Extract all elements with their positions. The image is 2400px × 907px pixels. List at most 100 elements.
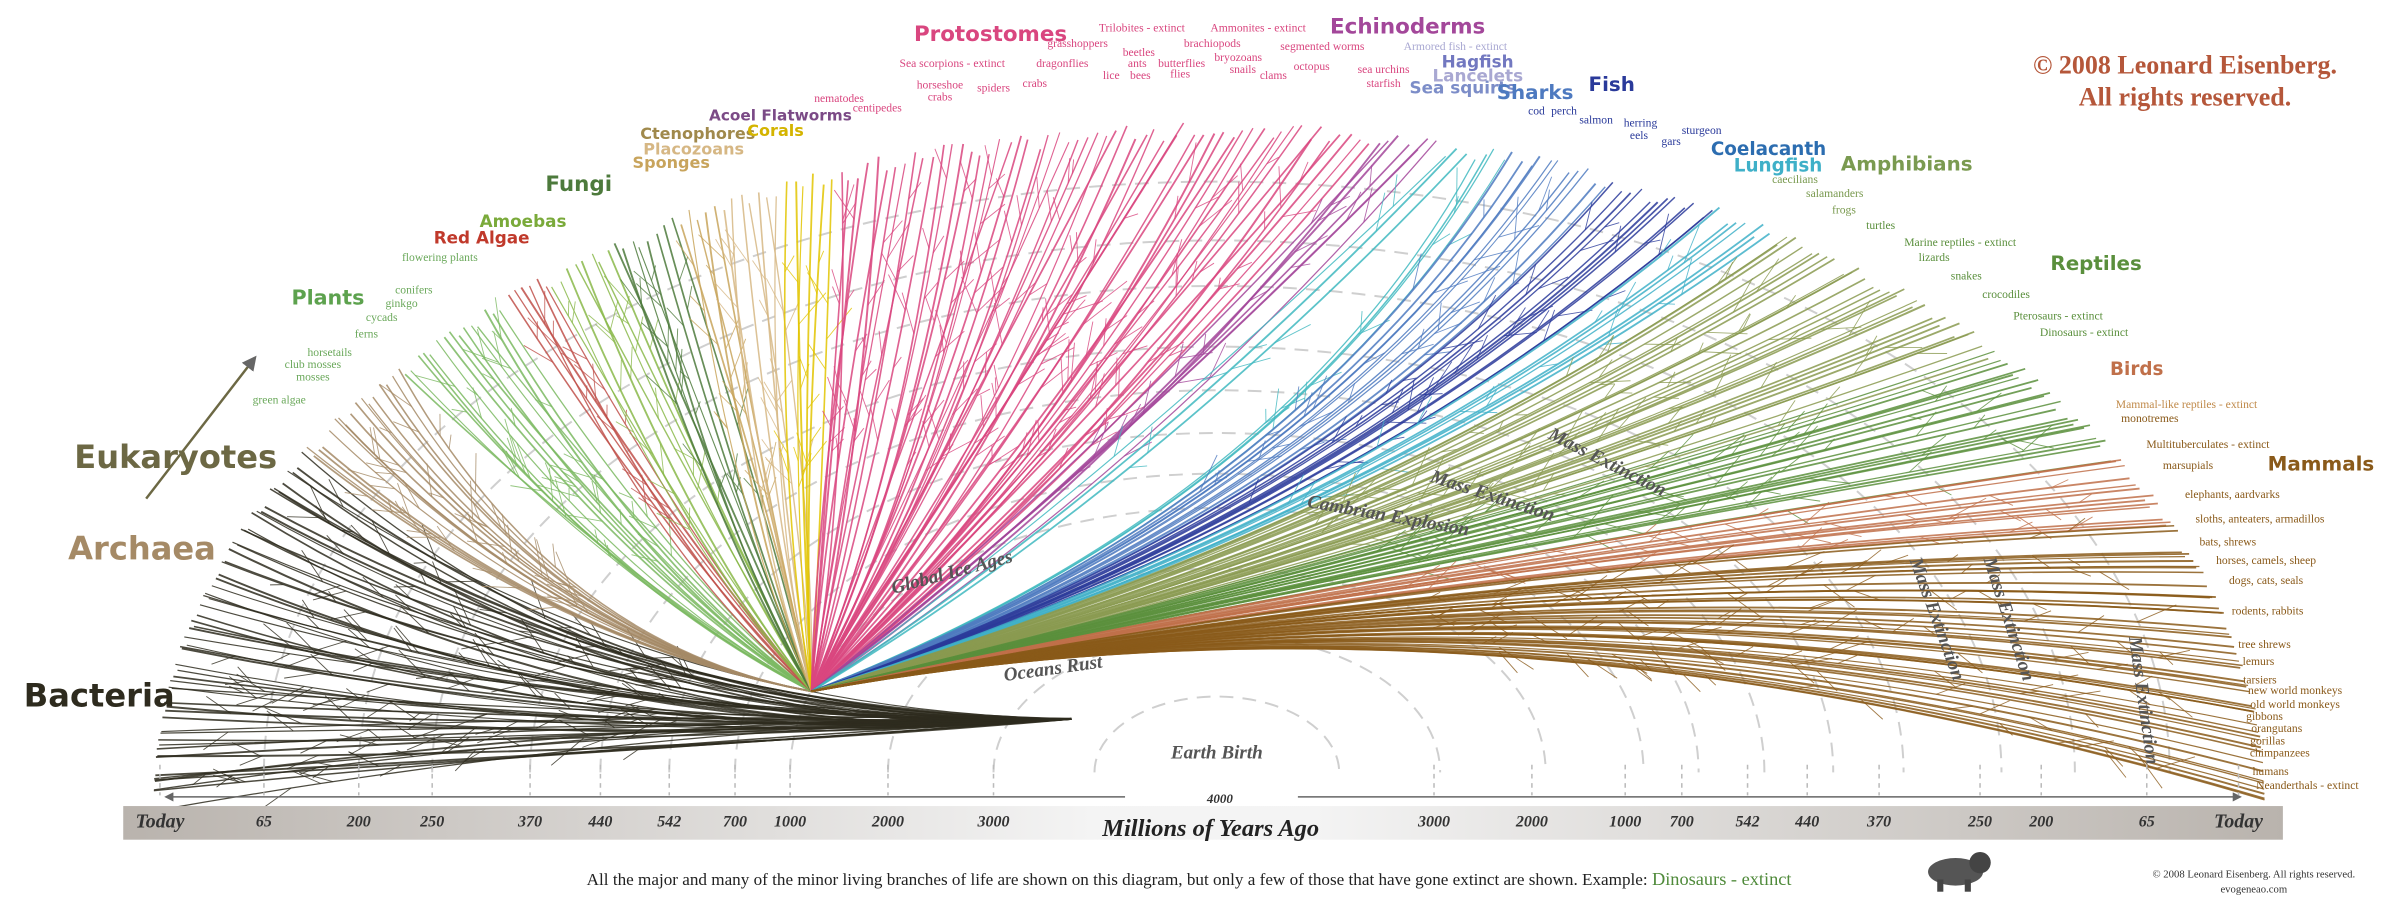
twig (1353, 463, 1366, 478)
twig (1725, 616, 1765, 634)
branch (810, 134, 1196, 692)
branch-label: dragonflies (1036, 57, 1089, 70)
twig (1391, 388, 1404, 414)
twig (757, 377, 778, 412)
twig (1713, 454, 1742, 488)
branch (811, 131, 1282, 692)
twig (1437, 466, 1451, 481)
twig (1437, 302, 1442, 331)
branch (810, 135, 1022, 692)
branch (810, 134, 1148, 692)
branch (621, 248, 813, 692)
twig (1618, 597, 1645, 613)
twig (1345, 191, 1362, 223)
twig (793, 446, 799, 462)
branch-label: turtles (1866, 219, 1895, 232)
twig (300, 766, 320, 775)
twig (675, 240, 695, 266)
twig (2136, 604, 2177, 623)
twig (1039, 366, 1069, 390)
twig (1408, 511, 1434, 538)
twig (1820, 326, 1862, 330)
branch-label: chimpanzees (2250, 747, 2310, 760)
timeline-title: Millions of Years Ago (1101, 815, 1319, 842)
twig (1706, 331, 1748, 335)
twig (654, 387, 659, 419)
branch-label: Dinosaurs - extinct (2040, 326, 2129, 339)
twig (239, 755, 263, 766)
twig (667, 323, 669, 364)
group-label: Archaea (68, 530, 216, 568)
branch (774, 196, 813, 692)
twig (680, 373, 684, 395)
twig (1786, 685, 1816, 691)
twig (1692, 546, 1724, 565)
twig (1077, 466, 1091, 474)
twig (566, 514, 603, 522)
twig (453, 588, 472, 626)
twig (591, 480, 598, 504)
twig (827, 376, 841, 412)
twig (1310, 371, 1342, 386)
twig (1788, 619, 1825, 635)
time-label: 1000 (1609, 814, 1641, 831)
branch-label: salmon (1579, 114, 1613, 127)
twig (582, 733, 621, 748)
twig (493, 331, 503, 368)
twig (1177, 376, 1213, 384)
twig (1450, 301, 1480, 314)
branch (811, 647, 2265, 801)
twig (1750, 476, 1773, 495)
time-label: 542 (657, 814, 681, 831)
copyright: © 2008 Leonard Eisenberg. (2033, 50, 2337, 79)
twig (974, 266, 1004, 294)
twig (1803, 403, 1828, 435)
twig (1376, 529, 1406, 552)
twig (1500, 624, 1518, 630)
twig (1403, 564, 1441, 589)
twig (835, 437, 840, 459)
twig (2166, 695, 2193, 718)
twig (252, 699, 276, 712)
twig (888, 274, 906, 311)
twig (206, 696, 232, 714)
twig (697, 451, 706, 491)
twig (759, 458, 772, 495)
twig (837, 383, 848, 404)
twig (1331, 416, 1347, 444)
twig (1961, 563, 1973, 574)
twig (393, 421, 419, 433)
twig (263, 787, 292, 808)
twig (901, 292, 915, 334)
twig (1384, 503, 1413, 527)
twig (1650, 450, 1670, 469)
branch-label: brachiopods (1184, 37, 1241, 50)
twig (842, 184, 855, 221)
twig (1045, 294, 1073, 316)
twig (1442, 340, 1484, 350)
twig (366, 700, 393, 718)
twig (650, 496, 671, 510)
twig (379, 383, 412, 408)
twig (993, 302, 1003, 346)
twig (1666, 371, 1676, 388)
twig (1865, 335, 1878, 356)
twig (1217, 283, 1240, 290)
branch-label: spiders (977, 81, 1010, 94)
branch (704, 212, 813, 692)
twig (1763, 490, 1781, 495)
twig (1375, 192, 1386, 232)
twig (987, 445, 1020, 466)
twig (1839, 559, 1867, 574)
branch-label: Mammal-like reptiles - extinct (2116, 398, 2258, 411)
group-label: Ctenophores (640, 124, 755, 143)
twig (429, 492, 444, 499)
twig (1417, 542, 1444, 563)
twig (1656, 505, 1680, 522)
branch (810, 137, 1089, 692)
twig (1596, 408, 1620, 442)
twig (1441, 478, 1455, 498)
twig (773, 430, 788, 454)
twig (713, 411, 728, 428)
twig (719, 473, 726, 488)
